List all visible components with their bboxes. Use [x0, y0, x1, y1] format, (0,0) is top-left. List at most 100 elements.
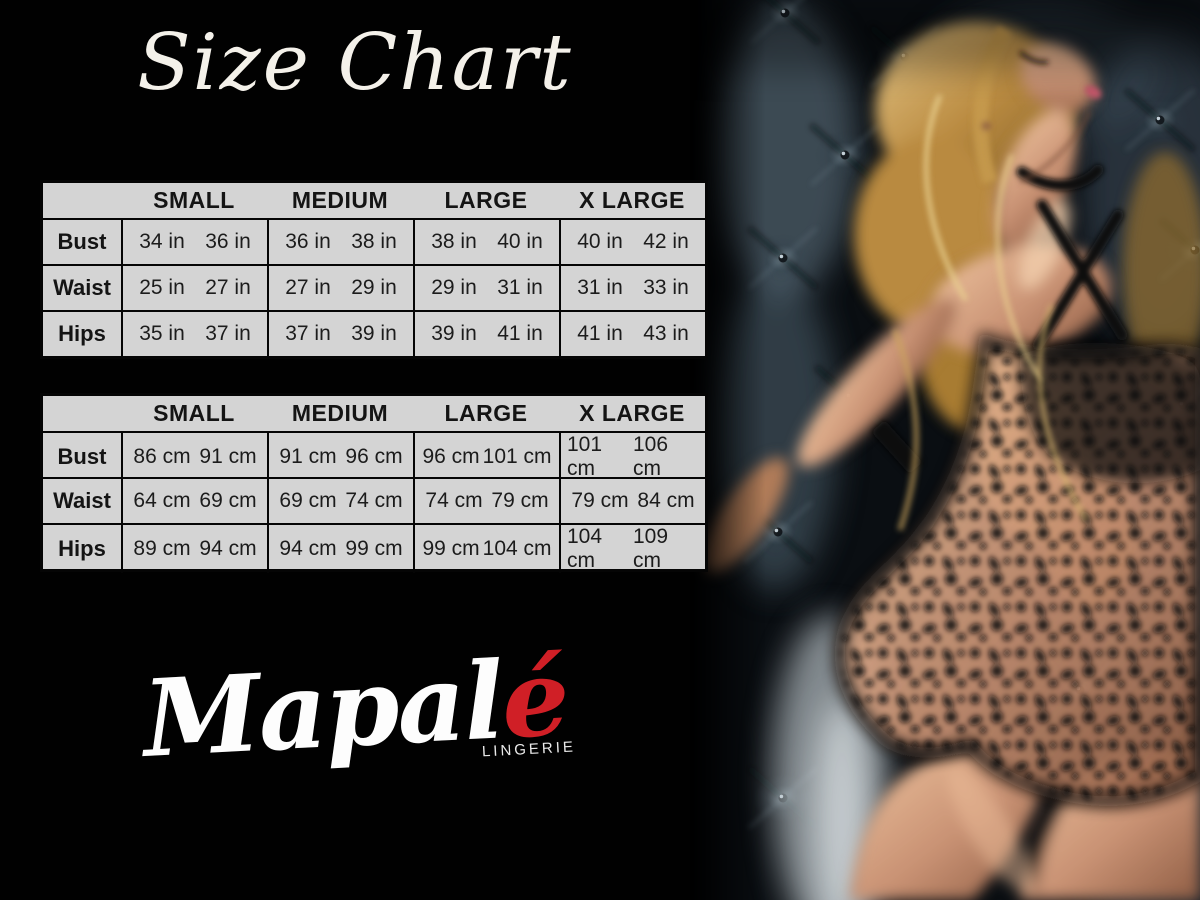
size-table-centimeters: SMALL MEDIUM LARGE X LARGE Bust 86 cm 91… [40, 393, 708, 573]
model-photo [690, 0, 1200, 900]
measure-low: 79 cm [571, 489, 629, 512]
table-row-hips: Hips 89 cm 94 cm 94 cm 99 cm 99 cm 104 c… [43, 523, 705, 573]
measure-low: 36 in [285, 230, 331, 253]
measure-high: 42 in [643, 230, 689, 253]
measure-high: 43 in [643, 322, 689, 345]
table-row-bust: Bust 34 in 36 in 36 in 38 in 38 in 40 in… [43, 218, 705, 264]
measure-high: 29 in [351, 276, 397, 299]
measure-low: 64 cm [133, 489, 191, 512]
model-photo-art [690, 0, 1200, 900]
size-cell: 41 in 43 in [559, 312, 705, 356]
column-header-small: SMALL [153, 400, 235, 426]
measure-high: 101 cm [482, 445, 552, 468]
measure-high: 84 cm [637, 489, 695, 512]
measure-high: 106 cm [633, 433, 669, 480]
column-header-large: LARGE [444, 400, 528, 426]
measure-high: 104 cm [482, 537, 552, 560]
size-cell: 27 in 29 in [267, 266, 413, 310]
row-label: Hips [58, 536, 106, 561]
measure-high: 31 in [497, 276, 543, 299]
measure-low: 104 cm [567, 525, 603, 572]
measure-low: 38 in [431, 230, 477, 253]
column-header-xlarge: X LARGE [579, 187, 685, 213]
measure-high: 109 cm [633, 525, 669, 572]
measure-high: 79 cm [491, 489, 549, 512]
measure-high: 41 in [497, 322, 543, 345]
measure-low: 96 cm [422, 445, 480, 468]
page-title: Size Chart [137, 18, 573, 108]
measure-low: 89 cm [133, 537, 191, 560]
measure-high: 94 cm [199, 537, 257, 560]
measure-low: 29 in [431, 276, 477, 299]
size-cell: 96 cm 101 cm [413, 433, 559, 481]
size-cell: 64 cm 69 cm [121, 479, 267, 523]
size-cell: 35 in 37 in [121, 312, 267, 356]
column-header-small: SMALL [153, 187, 235, 213]
size-cell: 91 cm 96 cm [267, 433, 413, 481]
measure-high: 36 in [205, 230, 251, 253]
corner-cell [43, 396, 121, 431]
measure-low: 94 cm [279, 537, 337, 560]
size-cell: 94 cm 99 cm [267, 525, 413, 573]
table-header-row: SMALL MEDIUM LARGE X LARGE [43, 183, 705, 218]
measure-high: 33 in [643, 276, 689, 299]
table-row-waist: Waist 64 cm 69 cm 69 cm 74 cm 74 cm 79 c… [43, 477, 705, 523]
brand-logo: Mapalé LINGERIE [0, 634, 710, 781]
size-cell: 38 in 40 in [413, 220, 559, 264]
size-cell: 101 cm 106 cm [559, 433, 705, 481]
measure-high: 96 cm [345, 445, 403, 468]
measure-low: 69 cm [279, 489, 337, 512]
corner-cell [43, 183, 121, 218]
measure-low: 34 in [139, 230, 185, 253]
measure-high: 91 cm [199, 445, 257, 468]
lace-bodysuit [833, 164, 1200, 808]
measure-low: 101 cm [567, 433, 603, 480]
row-label: Hips [58, 321, 106, 346]
measure-low: 41 in [577, 322, 623, 345]
measure-low: 40 in [577, 230, 623, 253]
size-table-inches: SMALL MEDIUM LARGE X LARGE Bust 34 in 36… [40, 180, 708, 359]
brand-name-main: Mapal [139, 637, 505, 782]
size-cell: 29 in 31 in [413, 266, 559, 310]
column-header-large: LARGE [444, 187, 528, 213]
table-row-bust: Bust 86 cm 91 cm 91 cm 96 cm 96 cm 101 c… [43, 431, 705, 481]
column-header-medium: MEDIUM [291, 400, 389, 426]
measure-high: 40 in [497, 230, 543, 253]
measure-high: 38 in [351, 230, 397, 253]
row-label: Bust [57, 229, 107, 254]
size-cell: 104 cm 109 cm [559, 525, 705, 573]
table-row-hips: Hips 35 in 37 in 37 in 39 in 39 in 41 in… [43, 310, 705, 356]
column-header-medium: MEDIUM [291, 187, 389, 213]
size-cell: 86 cm 91 cm [121, 433, 267, 481]
measure-high: 37 in [205, 322, 251, 345]
row-label: Waist [53, 488, 111, 513]
size-cell: 39 in 41 in [413, 312, 559, 356]
measure-high: 99 cm [345, 537, 403, 560]
size-cell: 31 in 33 in [559, 266, 705, 310]
row-label: Waist [53, 275, 111, 300]
measure-low: 99 cm [422, 537, 480, 560]
measure-low: 35 in [139, 322, 185, 345]
size-cell: 34 in 36 in [121, 220, 267, 264]
arm-band [871, 419, 923, 475]
size-cell: 99 cm 104 cm [413, 525, 559, 573]
measure-low: 86 cm [133, 445, 191, 468]
measure-low: 74 cm [425, 489, 483, 512]
row-label: Bust [57, 444, 107, 469]
table-header-row: SMALL MEDIUM LARGE X LARGE [43, 396, 705, 431]
size-cell: 74 cm 79 cm [413, 479, 559, 523]
size-cell: 79 cm 84 cm [559, 479, 705, 523]
measure-low: 31 in [577, 276, 623, 299]
size-cell: 40 in 42 in [559, 220, 705, 264]
table-row-waist: Waist 25 in 27 in 27 in 29 in 29 in 31 i… [43, 264, 705, 310]
measure-low: 37 in [285, 322, 331, 345]
model-figure [701, 22, 1200, 900]
size-cell: 36 in 38 in [267, 220, 413, 264]
size-chart-panel: Size Chart SMALL MEDIUM LARGE X LARGE Bu… [0, 18, 710, 781]
size-cell: 25 in 27 in [121, 266, 267, 310]
measure-high: 74 cm [345, 489, 403, 512]
measure-low: 39 in [431, 322, 477, 345]
size-cell: 69 cm 74 cm [267, 479, 413, 523]
measure-low: 27 in [285, 276, 331, 299]
